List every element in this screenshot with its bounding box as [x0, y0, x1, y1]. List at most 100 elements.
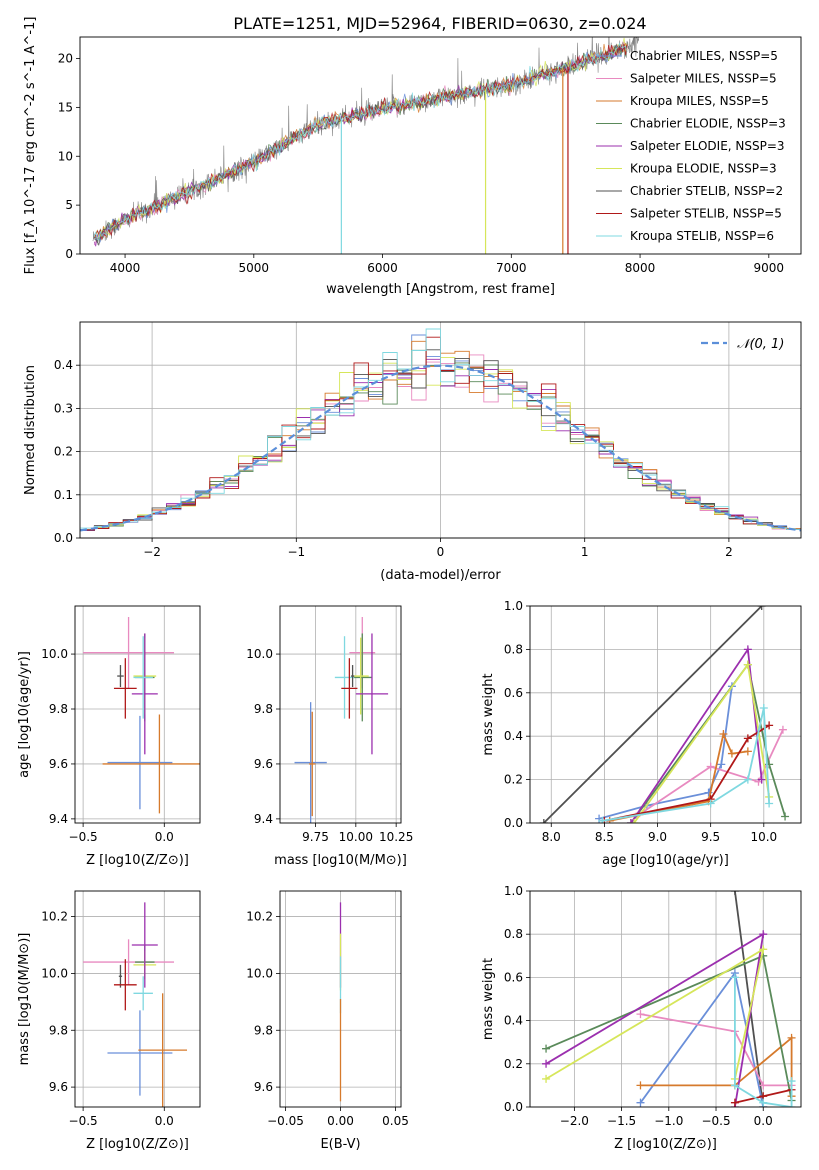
spectrum-xlabel: wavelength [Angstrom, rest frame]: [326, 282, 555, 297]
weight-line-4: [630, 662, 786, 823]
age_vs_Z-plot-area: [83, 616, 200, 814]
weight_vs_Z-xlabel: Z [log10(Z/Z⊙)]: [614, 1137, 717, 1152]
x-tick-label: 4000: [110, 261, 141, 275]
x-tick-label: 8000: [625, 261, 656, 275]
residuals-ylabel: Normed distribution: [23, 365, 38, 495]
mass_vs_Z-plot-area: [83, 902, 188, 1107]
weight-line-3: [640, 1035, 793, 1097]
weight-marker: [598, 816, 607, 823]
legend-label-6: Chabrier STELIB, NSSP=2: [630, 184, 783, 198]
weight-marker: [636, 1098, 645, 1107]
weight-marker: [626, 819, 635, 823]
x-tick-label: −2: [143, 545, 161, 559]
y-tick-label: 10.0: [41, 966, 68, 980]
x-tick-label: 2: [725, 545, 733, 559]
spectrum-ylabel: Flux [f_λ 10^-17 erg cm^-2 s^-1 A^-1]: [23, 17, 38, 275]
y-tick-label: 1.0: [504, 884, 523, 898]
weight-marker: [730, 1081, 739, 1090]
x-tick-label: 5000: [239, 261, 270, 275]
y-tick-label: 0.2: [54, 445, 73, 459]
weight_vs_age-frame: [529, 605, 802, 824]
y-tick-label: 0.8: [504, 642, 523, 656]
weight-marker: [636, 1081, 645, 1090]
weight-marker: [542, 1044, 551, 1053]
y-tick-label: 0.4: [504, 1014, 523, 1028]
mass_vs_Z-xlabel: Z [log10(Z/Z⊙)]: [86, 1137, 189, 1152]
age_vs_mass-xlabel: mass [log10(M/M⊙)]: [274, 853, 407, 868]
x-tick-label: 0.0: [155, 830, 174, 844]
residual-histogram-8: [80, 328, 801, 530]
mass_vs_EBV-frame: [279, 890, 402, 1108]
mass_vs_Z-frame: [74, 890, 201, 1108]
x-tick-label: −0.05: [267, 1114, 304, 1128]
weight-marker: [743, 734, 752, 743]
weight-marker: [787, 1077, 796, 1086]
weight-marker: [759, 703, 768, 712]
x-tick-label: −0.5: [701, 1114, 730, 1128]
weight-line-6: [545, 947, 765, 1080]
x-tick-label: 9.5: [701, 830, 720, 844]
residuals-frame: [79, 321, 802, 539]
weight_vs_Z-axes: −2.0 −1.5 −1.0 −0.5 0.0 0.0 0.2 0.4 0.6 0.8 1.0: [504, 884, 801, 1128]
residuals-xlabel: (data-model)/error: [380, 568, 501, 583]
weight_vs_age-ylabel: mass weight: [481, 673, 496, 755]
weight-marker: [730, 1098, 739, 1107]
weight-marker: [759, 945, 768, 954]
y-tick-label: 1.0: [504, 599, 523, 613]
y-tick-label: 9.6: [49, 757, 68, 771]
y-tick-label: 0.2: [504, 773, 523, 787]
x-tick-label: 7000: [496, 261, 527, 275]
weight-marker: [743, 747, 752, 756]
mass_vs_EBV-xlabel: E(B-V): [320, 1137, 360, 1152]
weight-marker: [787, 1033, 796, 1042]
age_vs_mass-axes: 9.75 10.00 10.25 9.4 9.6 9.8 10.0: [246, 606, 413, 844]
weight-line-1: [639, 970, 765, 1107]
model-spectrum-8: [93, 42, 628, 241]
weight_vs_Z-ylabel: mass weight: [481, 958, 496, 1040]
y-tick-label: 10: [58, 149, 73, 163]
weight-marker: [743, 660, 752, 669]
age_vs_Z-axes: −0.5 0.0 9.4 9.6 9.8 10.0: [41, 606, 200, 844]
y-tick-label: 9.4: [254, 812, 273, 826]
legend-label-7: Salpeter STELIB, NSSP=5: [630, 207, 782, 221]
x-tick-label: 1: [581, 545, 589, 559]
weight-line-2: [640, 1013, 792, 1087]
weight-marker: [757, 606, 766, 610]
legend-label-2: Kroupa MILES, NSSP=5: [630, 94, 769, 108]
y-tick-label: 10.2: [41, 910, 68, 924]
mass_vs_EBV-axes: −0.05 0.00 0.05 9.6 9.8 10.0 10.2: [246, 891, 409, 1128]
age_vs_mass-plot-area: [294, 616, 389, 823]
x-tick-label: −2.0: [560, 1114, 589, 1128]
x-tick-label: −1.5: [607, 1114, 636, 1128]
x-tick-label: 9.75: [302, 830, 329, 844]
x-tick-label: 6000: [367, 261, 398, 275]
weight-line-6: [633, 662, 770, 823]
normal-reference-curve: [80, 364, 801, 532]
legend-label-3: Chabrier ELODIE, NSSP=3: [630, 117, 786, 131]
x-tick-label: 0.0: [754, 1114, 773, 1128]
y-tick-label: 0.0: [504, 816, 523, 830]
weight_vs_age-plot-area: [539, 606, 790, 823]
x-tick-label: 0: [437, 545, 445, 559]
x-tick-label: 10.0: [750, 830, 777, 844]
age_vs_Z-xlabel: Z [log10(Z/Z⊙)]: [86, 853, 189, 868]
weight-marker: [757, 775, 766, 784]
x-tick-label: 8.5: [595, 830, 614, 844]
y-tick-label: 10.0: [41, 647, 68, 661]
y-tick-label: 0.3: [54, 401, 73, 415]
y-tick-label: 0.0: [54, 531, 73, 545]
weight-marker: [717, 760, 726, 769]
weight-marker: [539, 819, 548, 823]
legend-label-8: Kroupa STELIB, NSSP=6: [630, 229, 774, 243]
weight-marker: [759, 1098, 768, 1107]
y-tick-label: 20: [58, 52, 73, 66]
weight-line-0: [543, 606, 763, 823]
weight-marker: [542, 1074, 551, 1083]
residuals-plot-area: [80, 328, 801, 532]
y-tick-label: 9.6: [254, 1080, 273, 1094]
y-tick-label: 0.8: [504, 927, 523, 941]
weight-line-2: [635, 729, 784, 818]
y-tick-label: 15: [58, 100, 73, 114]
x-tick-label: −1: [287, 545, 305, 559]
